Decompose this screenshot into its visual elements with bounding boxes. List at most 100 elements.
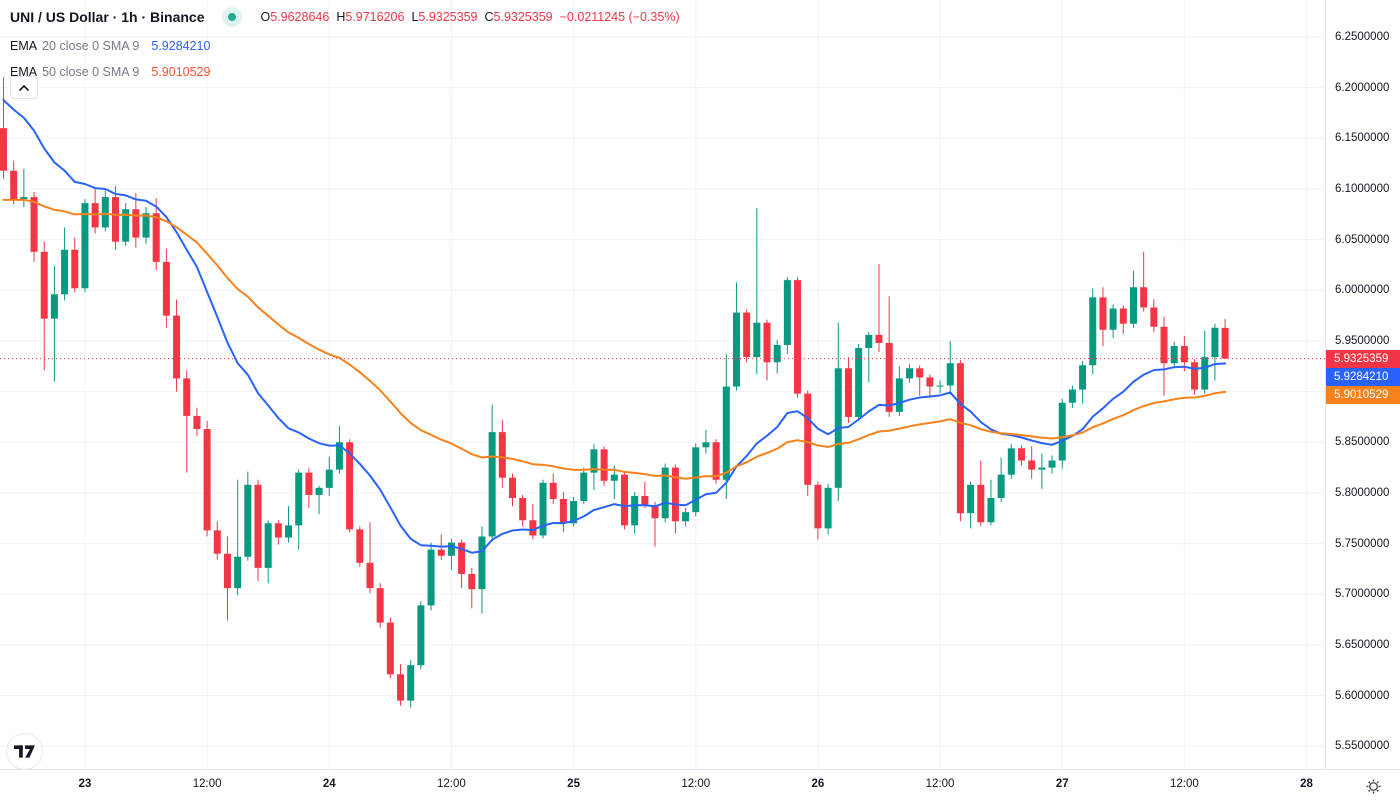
candle-body: [896, 378, 903, 411]
candle-body: [641, 496, 648, 505]
candle-body: [682, 512, 689, 521]
candle-body: [621, 475, 628, 526]
price-tick-label: 5.6000000: [1335, 690, 1389, 702]
candlestick-chart-area[interactable]: [0, 0, 1325, 769]
price-tick-label: 6.1000000: [1335, 183, 1389, 195]
price-tick-label: 5.8500000: [1335, 436, 1389, 448]
candle-body: [784, 280, 791, 345]
candle-body: [998, 475, 1005, 498]
ema50-price-label: 5.9010529: [1326, 386, 1400, 404]
time-tick-label: 12:00: [926, 778, 955, 790]
candle-body: [1099, 297, 1106, 329]
candle-body: [438, 550, 445, 556]
candle-body: [41, 252, 48, 319]
time-axis[interactable]: 2312:002412:002512:002612:002712:0028: [0, 769, 1400, 800]
candle-body: [275, 523, 282, 537]
candle-body: [764, 323, 771, 363]
candle-body: [1191, 362, 1198, 389]
symbol-title[interactable]: UNI / US Dollar · 1h · Binance: [10, 9, 204, 25]
tradingview-logo[interactable]: [6, 733, 43, 770]
market-status-icon[interactable]: [222, 7, 242, 27]
candle-body: [193, 416, 200, 429]
candle-body: [499, 432, 506, 478]
candle-body: [550, 483, 557, 499]
candle-body: [733, 313, 740, 387]
collapse-legend-button[interactable]: [10, 76, 38, 99]
candle-body: [224, 554, 231, 588]
tradingview-logo-icon: [14, 745, 35, 758]
candle-body: [112, 197, 119, 242]
time-tick-label: 24: [323, 778, 336, 790]
candle-body: [20, 197, 27, 199]
ohlc-values: O5.9628646H5.9716206L5.9325359C5.9325359: [260, 10, 552, 24]
candle-body: [265, 523, 272, 568]
candle-body: [814, 485, 821, 529]
candle-body: [529, 520, 536, 535]
candle-body: [377, 588, 384, 622]
candle-body: [845, 368, 852, 417]
candle-body: [1008, 448, 1015, 474]
candle-body: [723, 387, 730, 480]
candle-body: [1150, 307, 1157, 326]
price-tick-label: 5.5500000: [1335, 740, 1389, 752]
candle-body: [173, 316, 180, 379]
candle-body: [560, 499, 567, 523]
candle-body: [509, 478, 516, 498]
price-tick-label: 6.0500000: [1335, 234, 1389, 246]
candle-body: [255, 485, 262, 568]
candle-body: [926, 377, 933, 386]
time-tick-label: 25: [567, 778, 580, 790]
price-tick-label: 6.0000000: [1335, 284, 1389, 296]
time-tick-label: 12:00: [1170, 778, 1199, 790]
indicator-params: 20 close 0 SMA 9: [42, 39, 139, 53]
time-tick-label: 27: [1056, 778, 1069, 790]
candle-body: [1069, 390, 1076, 403]
candle-body: [580, 473, 587, 501]
candle-body: [1181, 346, 1188, 362]
indicator-value: 5.9010529: [151, 65, 210, 79]
candle-body: [153, 213, 160, 262]
candle-body: [326, 470, 333, 488]
candle-body: [967, 485, 974, 513]
candle-body: [886, 343, 893, 412]
candles-layer: [0, 78, 1229, 708]
candle-body: [865, 335, 872, 348]
candle-body: [285, 525, 292, 537]
candle-body: [163, 262, 170, 316]
candle-body: [692, 447, 699, 512]
indicator-row-ema20[interactable]: EMA 20 close 0 SMA 9 5.9284210: [10, 36, 680, 56]
candle-body: [743, 313, 750, 358]
candle-body: [204, 429, 211, 530]
candle-body: [478, 536, 485, 589]
settings-gear-button[interactable]: [1364, 777, 1382, 795]
candle-body: [1018, 448, 1025, 460]
candle-body: [51, 294, 58, 318]
candle-body: [713, 442, 720, 479]
candle-body: [957, 363, 964, 513]
chevron-up-icon: [16, 81, 32, 95]
candle-body: [31, 197, 38, 252]
candle-body: [1222, 328, 1229, 359]
candle-body: [183, 378, 190, 415]
price-tick-label: 5.9500000: [1335, 335, 1389, 347]
time-tick-label: 26: [811, 778, 824, 790]
candle-body: [1059, 403, 1066, 461]
time-tick-label: 23: [79, 778, 92, 790]
indicator-row-ema50[interactable]: EMA 50 close 0 SMA 9 5.9010529: [10, 62, 680, 82]
time-tick-label: 28: [1300, 778, 1313, 790]
candle-body: [672, 468, 679, 522]
candle-body: [916, 368, 923, 377]
candle-body: [1028, 460, 1035, 469]
candle-body: [407, 665, 414, 700]
price-change: −0.0211245 (−0.35%): [560, 10, 680, 24]
candle-body: [601, 449, 608, 480]
candle-body: [468, 574, 475, 589]
candle-body: [305, 473, 312, 495]
candle-body: [774, 345, 781, 362]
status-dot-icon: [228, 13, 236, 21]
price-tick-label: 6.2500000: [1335, 31, 1389, 43]
candle-body: [519, 498, 526, 520]
indicator-name: EMA: [10, 39, 37, 53]
candle-body: [1201, 357, 1208, 389]
price-tick-label: 6.2000000: [1335, 82, 1389, 94]
